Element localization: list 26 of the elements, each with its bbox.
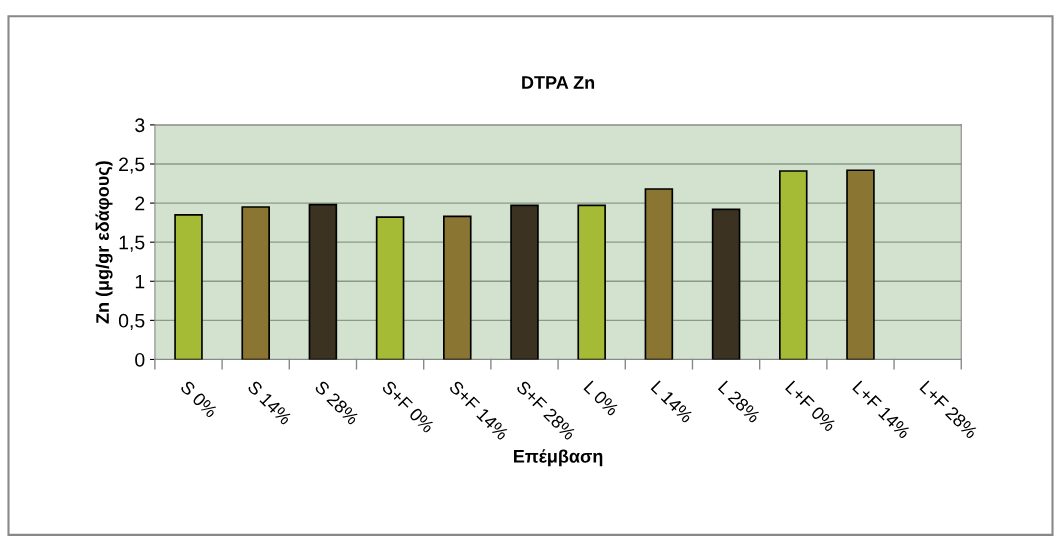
bar [375, 216, 405, 360]
chart-title: DTPA Zn [522, 76, 595, 89]
y-tick-label: 3 [135, 118, 145, 133]
bar [308, 203, 338, 360]
bar [711, 208, 741, 360]
y-axis-title: Zn (μg/gr εδάφους) [95, 161, 113, 324]
y-tick-label: 0,5 [118, 313, 145, 330]
bar [644, 188, 674, 360]
bar [779, 170, 808, 360]
x-tick-label: L+F 14% [852, 380, 912, 440]
y-tick-label: 2 [135, 196, 145, 211]
y-tick-label: 1 [135, 274, 145, 289]
bar [174, 213, 203, 360]
x-tick-label: S 0% [179, 379, 219, 419]
bar [241, 206, 270, 360]
y-tick-label: 1,5 [119, 235, 145, 252]
x-axis-title: Επέμβαση [514, 449, 603, 467]
x-tick-label: L+F 0% [784, 380, 837, 433]
y-tick-label: 0 [135, 352, 145, 367]
y-tick-label: 2,5 [119, 157, 145, 174]
x-tick-label: S+F 0% [381, 379, 436, 434]
bar [443, 215, 472, 360]
x-tick-label: L 0% [583, 380, 620, 417]
bar [846, 169, 875, 360]
bar [577, 204, 606, 360]
bar [510, 204, 539, 360]
